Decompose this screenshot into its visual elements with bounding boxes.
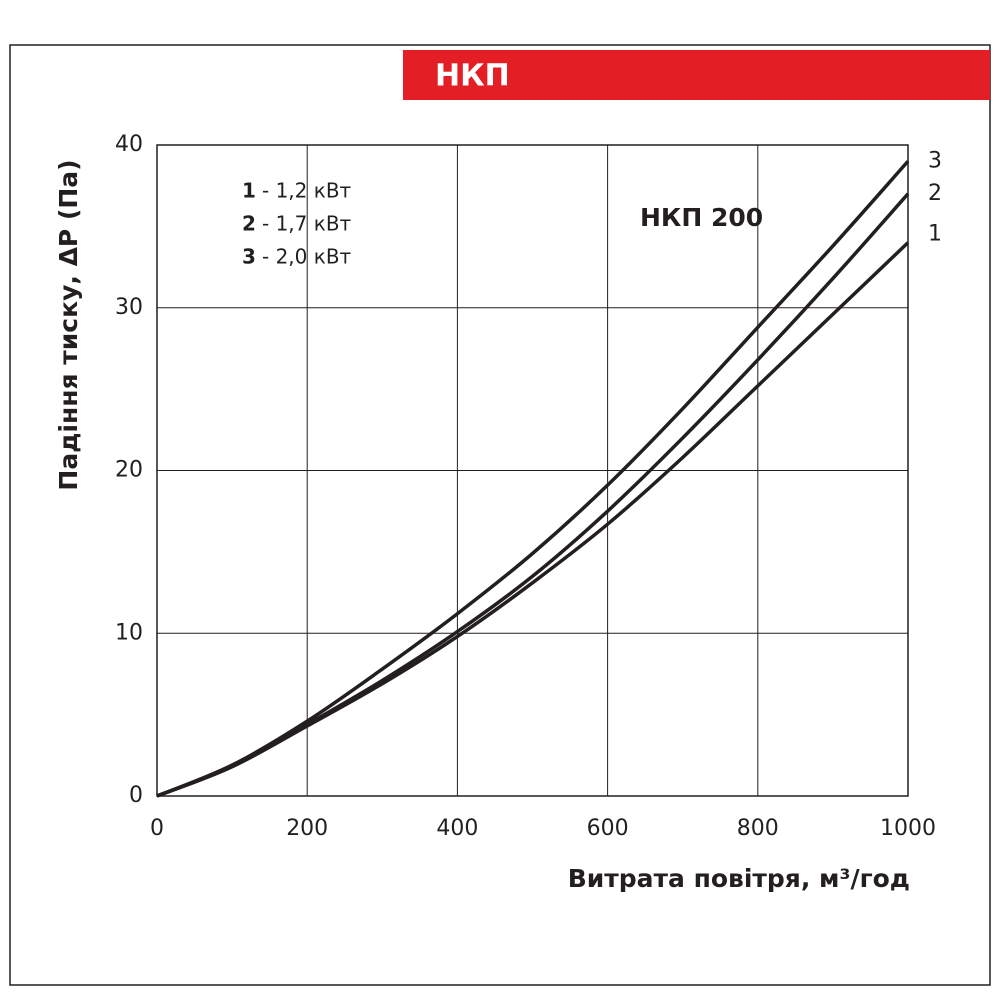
y-tick-label: 30 (115, 295, 143, 320)
x-axis-label: Витрата повітря, м³/год (568, 864, 910, 893)
x-tick-label: 400 (436, 816, 478, 841)
y-tick-label: 10 (115, 620, 143, 645)
line (156, 241, 910, 798)
annotation: НКП 200 (640, 203, 763, 232)
y-tick-label: 0 (129, 783, 143, 808)
banner-title: НКП (435, 59, 510, 94)
x-tick-label: 0 (150, 816, 164, 841)
x-tick-label: 800 (737, 816, 779, 841)
legend-label: - 1,2 кВт (262, 179, 352, 203)
line (156, 192, 910, 798)
frame (9, 44, 991, 986)
x-tick-label: 600 (587, 816, 629, 841)
line-label: 3 (928, 148, 942, 173)
y-axis-label: Падіння тиску, ΔP (Па) (54, 159, 83, 490)
y-tick-label: 40 (115, 132, 143, 157)
x-tick-label: 200 (286, 816, 328, 841)
line (156, 160, 910, 798)
x-tick-label: 1000 (880, 816, 936, 841)
line-label: 2 (928, 181, 942, 206)
legend-number: 2 (242, 212, 256, 236)
legend-number: 3 (242, 245, 256, 269)
line-label: 1 (928, 222, 942, 247)
plot-border (156, 144, 909, 797)
banner (403, 50, 990, 100)
legend-number: 1 (242, 179, 256, 203)
legend-label: - 2,0 кВт (262, 245, 352, 269)
y-tick-label: 20 (115, 458, 143, 483)
legend-label: - 1,7 кВт (262, 212, 352, 236)
